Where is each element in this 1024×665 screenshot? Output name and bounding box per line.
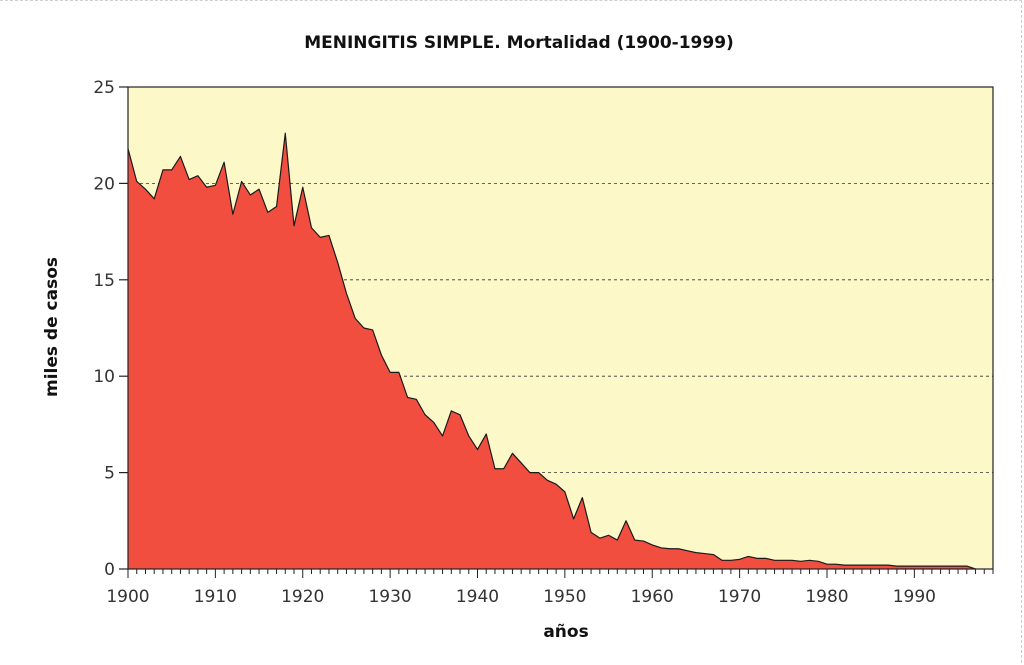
mortality-line bbox=[127, 132, 976, 570]
x-tick-label-1940: 1940 bbox=[456, 587, 499, 607]
axes bbox=[127, 86, 994, 570]
x-tick-label-1990: 1990 bbox=[893, 587, 936, 607]
y-tick-label-15: 15 bbox=[93, 271, 115, 291]
x-tick-label-1910: 1910 bbox=[194, 587, 237, 607]
x-axis-ticks: 1900 1910 1920 1930 1940 1950 1960 1970 1980 1990 bbox=[106, 569, 994, 607]
chart-title: MENINGITIS SIMPLE. Mortalidad (1900-1999… bbox=[304, 33, 734, 53]
y-axis-ticks: 0 5 10 15 20 25 bbox=[93, 78, 128, 580]
y-tick-label-20: 20 bbox=[93, 174, 115, 194]
y-tick-label-5: 5 bbox=[104, 464, 115, 484]
x-tick-label-1950: 1950 bbox=[543, 587, 586, 607]
x-tick-label-1920: 1920 bbox=[281, 587, 324, 607]
y-tick-label-0: 0 bbox=[104, 560, 115, 580]
y-axis-title: miles de casos bbox=[42, 257, 62, 397]
y-tick-label-25: 25 bbox=[93, 78, 115, 98]
x-axis-title: años bbox=[543, 622, 588, 642]
plot-border bbox=[127, 86, 994, 570]
x-tick-label-1900: 1900 bbox=[106, 587, 149, 607]
x-tick-label-1980: 1980 bbox=[805, 587, 848, 607]
x-tick-label-1960: 1960 bbox=[631, 587, 674, 607]
x-tick-label-1930: 1930 bbox=[368, 587, 411, 607]
mortality-area bbox=[128, 133, 976, 569]
y-tick-label-10: 10 bbox=[93, 367, 115, 387]
x-tick-label-1970: 1970 bbox=[718, 587, 761, 607]
